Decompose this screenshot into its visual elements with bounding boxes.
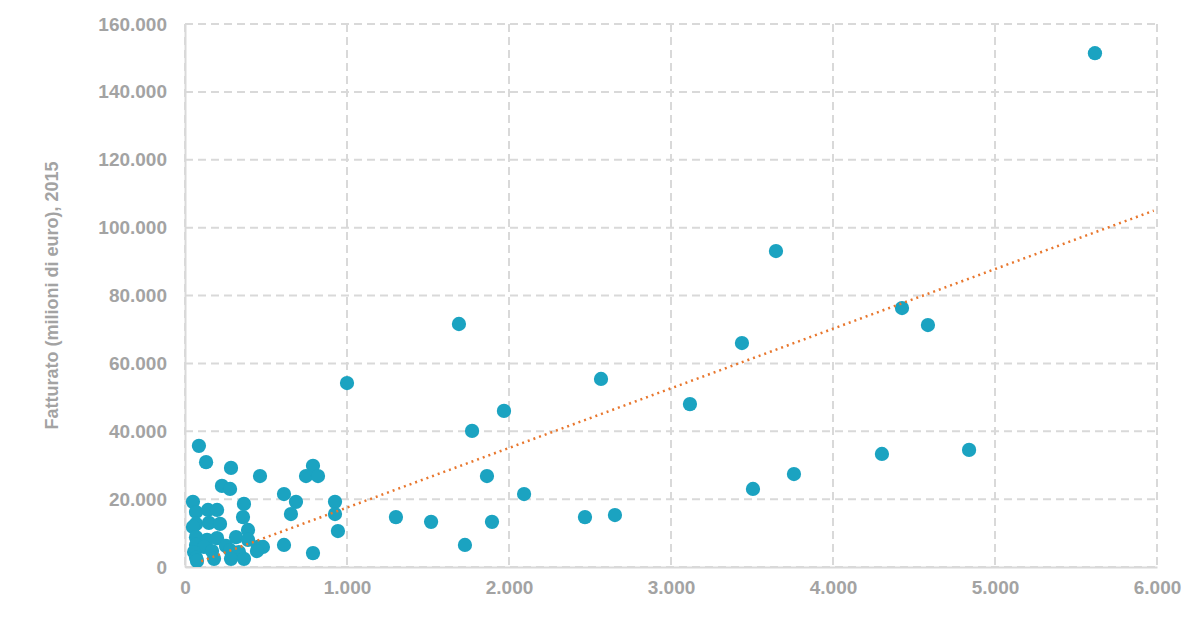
tick-label: 5.000 [972, 577, 1020, 598]
point [253, 469, 267, 483]
tick-label: 120.000 [98, 149, 167, 170]
grid-line-y [185, 91, 1157, 93]
tick: 6.000 [1134, 567, 1182, 598]
point [485, 515, 499, 529]
point [683, 397, 697, 411]
x-axis: 0 1.000 2.000 3.000 4.000 5.000 6.000 [180, 567, 1181, 598]
tick-label: 140.000 [98, 81, 167, 102]
tick: 3.000 [648, 567, 696, 598]
axis-line [186, 567, 1158, 569]
tick: 4.000 [810, 567, 858, 598]
point [389, 510, 403, 524]
tick-label: 60.000 [109, 353, 167, 374]
point [735, 336, 749, 350]
point [608, 508, 622, 522]
tick-label: 20.000 [109, 489, 167, 510]
point [340, 376, 354, 390]
point [284, 507, 298, 521]
grid [185, 24, 1157, 567]
tick-label: 2.000 [486, 577, 534, 598]
point [578, 510, 592, 524]
y-axis: 0 20.000 40.000 60.000 80.000 100.000 120.000 1… [98, 14, 185, 578]
point [289, 495, 303, 509]
point [210, 503, 224, 517]
tick-label: 160.000 [98, 14, 167, 35]
axis-line [185, 25, 187, 568]
tick-label: 40.000 [109, 421, 167, 442]
chart: 0 1.000 2.000 3.000 4.000 5.000 6.000 0 20.000 40… [0, 0, 1200, 630]
point [1088, 46, 1102, 60]
point [480, 469, 494, 483]
tick: 100.000 [98, 217, 185, 238]
point [746, 482, 760, 496]
tick-label: 4.000 [810, 577, 858, 598]
point [277, 487, 291, 501]
tick-label: 100.000 [98, 217, 167, 238]
tick: 0 [180, 567, 191, 598]
grid-line-y [185, 23, 1157, 25]
point [452, 317, 466, 331]
tick: 80.000 [109, 285, 185, 306]
point [237, 552, 251, 566]
point [769, 244, 783, 258]
tick: 120.000 [98, 149, 185, 170]
point [921, 318, 935, 332]
tick: 2.000 [486, 567, 534, 598]
point [250, 544, 264, 558]
point [465, 424, 479, 438]
point [787, 467, 801, 481]
point [895, 301, 909, 315]
point [331, 524, 345, 538]
tick-label: 3.000 [648, 577, 696, 598]
trend-line [201, 211, 1154, 562]
tick: 40.000 [109, 421, 185, 442]
tick-label: 80.000 [109, 285, 167, 306]
tick: 60.000 [109, 353, 185, 374]
tick: 0 [156, 557, 185, 578]
point [311, 469, 325, 483]
point [497, 404, 511, 418]
point [962, 443, 976, 457]
tick-label: 0 [156, 557, 167, 578]
grid-line-x [832, 24, 834, 567]
tick-label: 0 [180, 577, 191, 598]
grid-line-y [185, 430, 1157, 432]
plot: 0 1.000 2.000 3.000 4.000 5.000 6.000 0 20.000 40… [98, 14, 1181, 599]
grid-line-y [185, 362, 1157, 364]
grid-line-y [185, 566, 1157, 568]
point [277, 538, 291, 552]
tick-label: 6.000 [1134, 577, 1182, 598]
point [458, 538, 472, 552]
point [236, 510, 250, 524]
point [328, 507, 342, 521]
grid-line-x [508, 24, 510, 567]
point [223, 482, 237, 496]
point [192, 439, 206, 453]
point [199, 455, 213, 469]
point [213, 517, 227, 531]
grid-line-y [185, 159, 1157, 161]
grid-line-y [185, 227, 1157, 229]
point [224, 552, 238, 566]
tick-label: 1.000 [324, 577, 372, 598]
tick: 1.000 [324, 567, 372, 598]
point [237, 497, 251, 511]
point [224, 461, 238, 475]
grid-line-y [185, 295, 1157, 297]
grid-line-x [184, 24, 186, 567]
y-axis-title: Fatturato (milioni di euro), 2015 [42, 161, 62, 429]
tick: 20.000 [109, 489, 185, 510]
tick: 160.000 [98, 14, 185, 35]
point [594, 372, 608, 386]
tick: 5.000 [972, 567, 1020, 598]
point [517, 487, 531, 501]
point [306, 546, 320, 560]
point [424, 515, 438, 529]
tick: 140.000 [98, 81, 185, 102]
marks [186, 46, 1154, 567]
point [328, 495, 342, 509]
point [875, 447, 889, 461]
